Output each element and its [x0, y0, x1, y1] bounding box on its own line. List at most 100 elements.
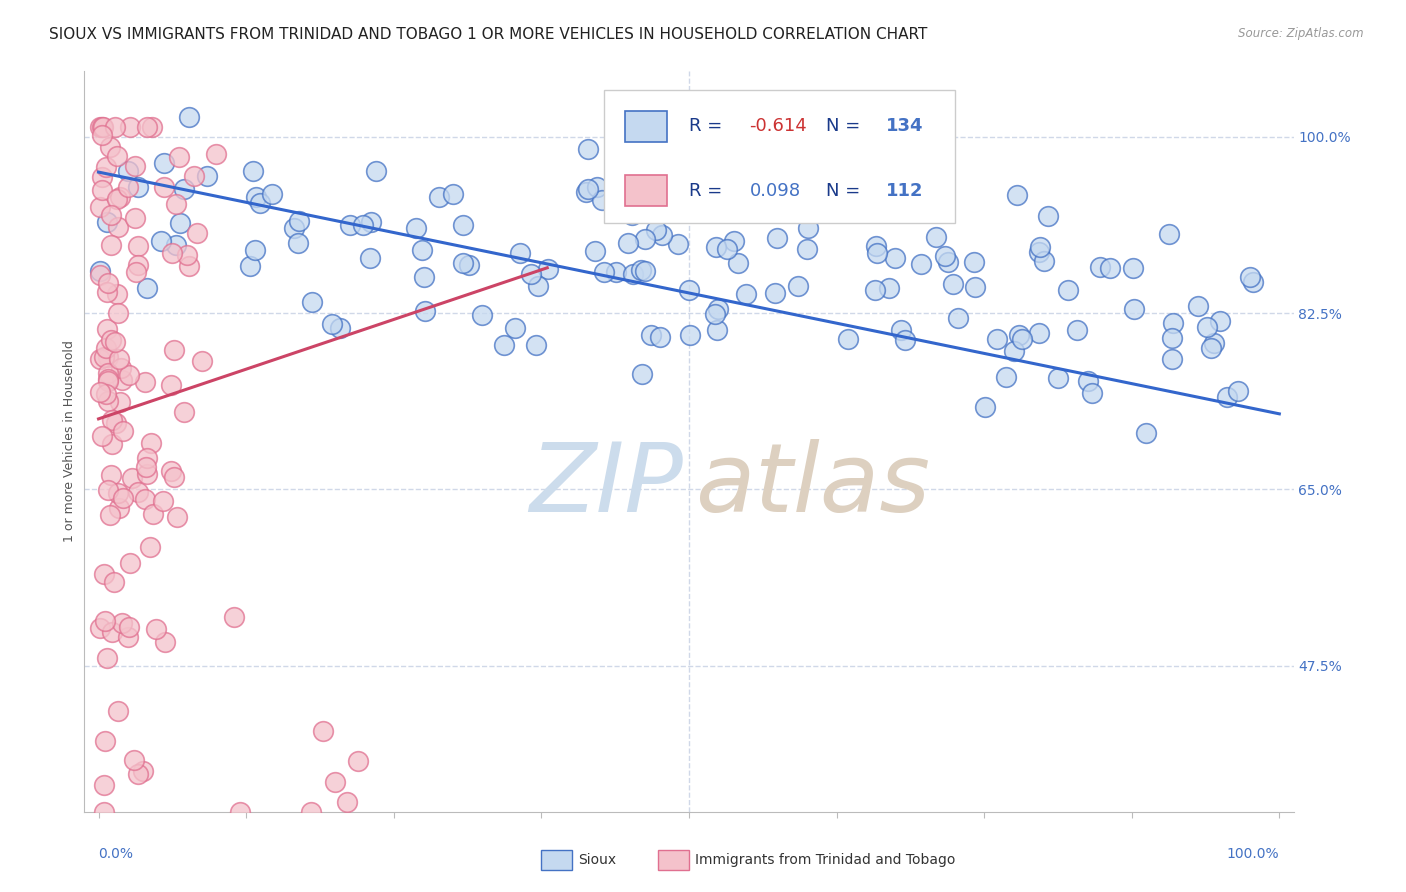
Point	[97, 371, 120, 385]
Point	[150, 235, 173, 249]
Point	[679, 327, 702, 342]
Point	[98, 508, 121, 522]
Point	[139, 541, 162, 555]
Point	[1002, 343, 1025, 358]
Point	[863, 283, 886, 297]
Point	[97, 483, 120, 497]
Point	[471, 308, 494, 322]
Point	[224, 609, 246, 624]
Point	[301, 295, 323, 310]
Point	[160, 378, 183, 392]
Point	[120, 120, 142, 134]
Point	[527, 278, 550, 293]
Point	[127, 485, 149, 500]
Point	[706, 301, 728, 316]
Point	[578, 142, 600, 156]
Point	[1216, 390, 1239, 404]
Point	[1066, 323, 1088, 337]
Point	[127, 767, 149, 781]
Point	[97, 276, 120, 290]
Point	[93, 566, 115, 581]
Point	[796, 242, 818, 256]
Point	[127, 180, 149, 194]
Y-axis label: 1 or more Vehicles in Household: 1 or more Vehicles in Household	[63, 341, 76, 542]
Point	[101, 437, 124, 451]
Point	[118, 620, 141, 634]
Point	[766, 231, 789, 245]
Text: 112: 112	[886, 182, 924, 200]
Point	[1090, 260, 1112, 274]
Point	[97, 374, 120, 388]
Point	[995, 370, 1018, 384]
Point	[124, 265, 146, 279]
Point	[98, 140, 121, 154]
Point	[360, 215, 382, 229]
Point	[89, 264, 111, 278]
Point	[650, 330, 672, 344]
Point	[1057, 283, 1080, 297]
Point	[963, 280, 986, 294]
Text: Immigrants from Trinidad and Tobago: Immigrants from Trinidad and Tobago	[695, 853, 955, 867]
Point	[537, 262, 560, 277]
Point	[239, 259, 262, 273]
Point	[97, 394, 120, 409]
Point	[107, 704, 129, 718]
Point	[94, 614, 117, 628]
Point	[1099, 260, 1122, 275]
Point	[197, 169, 219, 183]
Point	[735, 286, 758, 301]
Point	[704, 240, 727, 254]
Point	[120, 557, 142, 571]
Point	[1197, 319, 1219, 334]
Point	[183, 169, 205, 183]
Point	[96, 651, 118, 665]
Point	[910, 257, 932, 271]
Point	[727, 255, 749, 269]
Point	[1239, 269, 1261, 284]
FancyBboxPatch shape	[624, 175, 668, 206]
Point	[441, 186, 464, 201]
Point	[451, 219, 474, 233]
Point	[986, 332, 1008, 346]
Point	[1241, 275, 1264, 289]
Point	[621, 267, 644, 281]
Point	[877, 280, 900, 294]
Point	[1011, 332, 1033, 346]
Text: Sioux: Sioux	[578, 853, 616, 867]
Point	[142, 507, 165, 521]
Point	[108, 394, 131, 409]
Point	[942, 277, 965, 292]
Point	[153, 156, 176, 170]
Point	[1122, 261, 1144, 276]
Point	[586, 179, 609, 194]
Point	[89, 385, 111, 400]
Point	[100, 413, 122, 427]
Point	[592, 265, 614, 279]
Point	[93, 805, 115, 819]
Point	[1047, 371, 1070, 385]
Point	[93, 778, 115, 792]
Point	[245, 190, 267, 204]
Point	[122, 753, 145, 767]
Point	[94, 387, 117, 401]
Point	[796, 221, 818, 235]
FancyBboxPatch shape	[605, 90, 955, 223]
Point	[312, 724, 335, 739]
Point	[925, 230, 948, 244]
Point	[347, 755, 370, 769]
Point	[1028, 245, 1050, 260]
Point	[90, 183, 112, 197]
Point	[205, 146, 228, 161]
Point	[787, 278, 810, 293]
Point	[583, 244, 606, 259]
Point	[165, 238, 187, 252]
Point	[104, 120, 127, 134]
Point	[177, 110, 200, 124]
Point	[105, 286, 128, 301]
Point	[153, 635, 176, 649]
Point	[411, 243, 433, 257]
Point	[283, 221, 305, 235]
Point	[111, 491, 134, 505]
Point	[173, 405, 195, 419]
Point	[661, 189, 683, 203]
